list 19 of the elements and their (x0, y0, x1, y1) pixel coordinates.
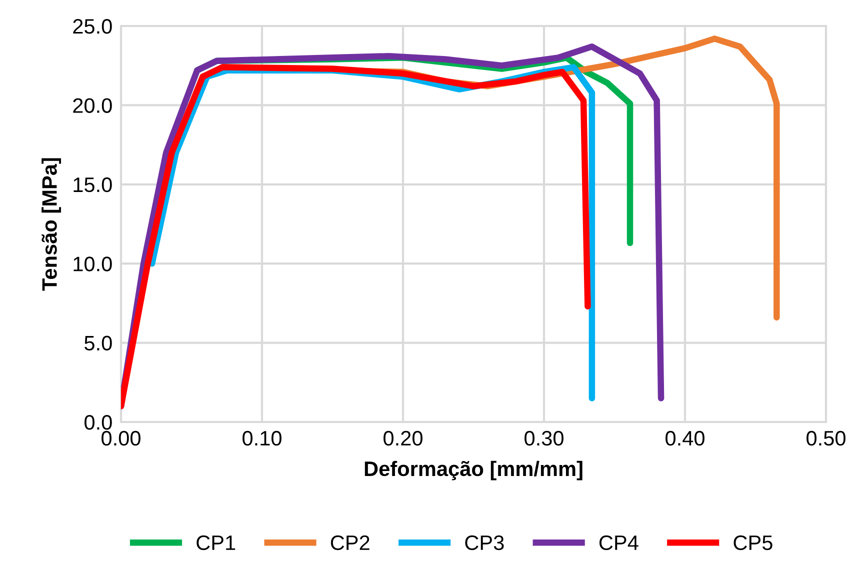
y-tick-label: 20.0 (73, 98, 112, 113)
legend-label: CP2 (330, 535, 370, 550)
x-tick-label: 0.50 (806, 430, 846, 446)
x-axis-title: Deformação [mm/mm] (364, 460, 582, 480)
legend-label: CP5 (734, 535, 772, 550)
legend-label: CP4 (599, 535, 638, 550)
y-tick-label: 5.0 (84, 336, 112, 351)
y-tick-label: 25.0 (73, 19, 112, 34)
y-tick-label: 10.0 (74, 256, 112, 272)
x-tick-label: 0.00 (102, 430, 140, 446)
y-tick-label: 0.0 (84, 415, 112, 430)
legend-label: CP1 (196, 535, 236, 550)
legend-label: CP3 (465, 535, 504, 550)
x-tick-label: 0.20 (384, 430, 422, 446)
y-axis-title: Tensão [MPa] (42, 158, 62, 291)
x-tick-label: 0.40 (666, 430, 704, 446)
x-tick-label: 0.10 (242, 430, 282, 446)
y-tick-label: 15.0 (74, 177, 112, 192)
x-tick-label: 0.30 (524, 430, 564, 446)
